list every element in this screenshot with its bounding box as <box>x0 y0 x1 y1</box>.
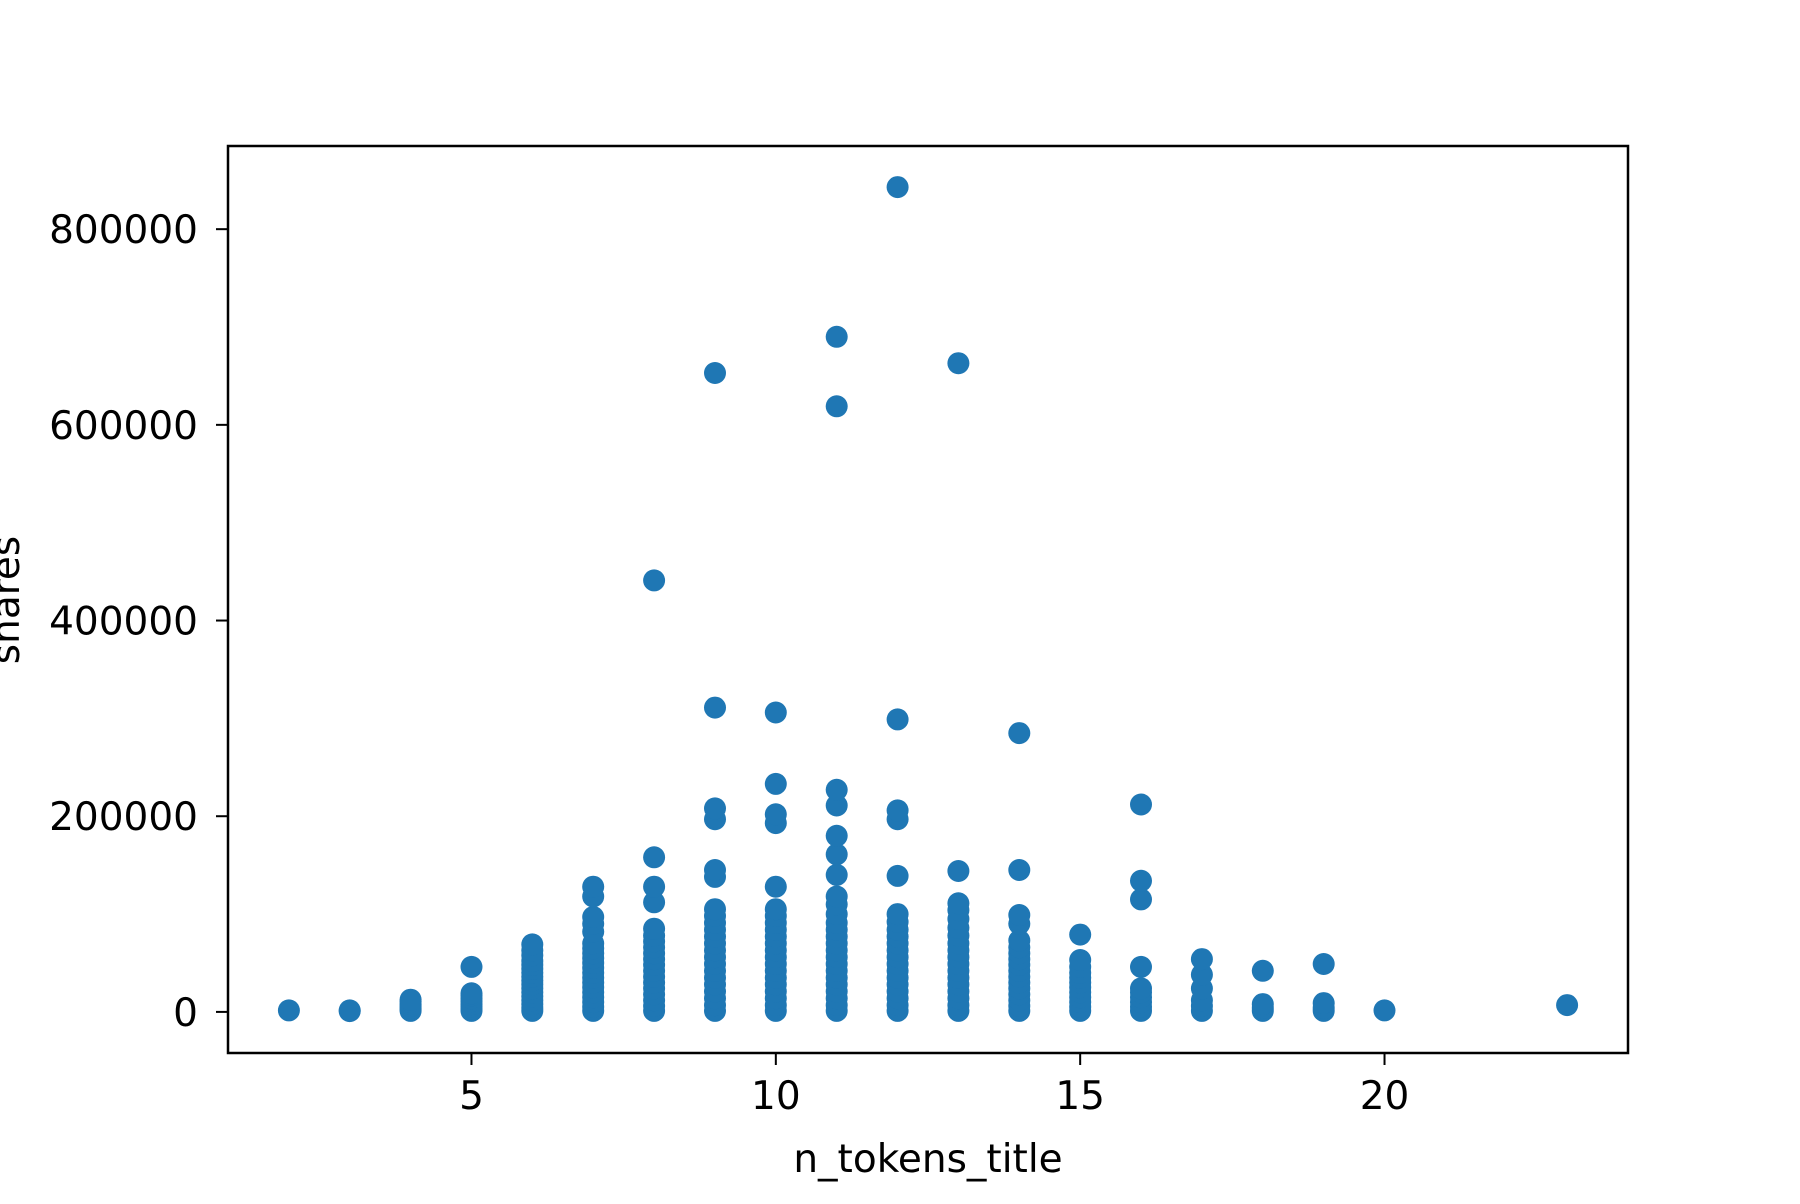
scatter-point <box>886 903 909 926</box>
scatter-point <box>1190 948 1213 971</box>
scatter-point <box>764 803 787 826</box>
x-tick-label: 20 <box>1360 1074 1410 1119</box>
scatter-point <box>1556 994 1579 1017</box>
scatter-point <box>1130 888 1152 911</box>
y-axis-label: shares <box>0 536 29 664</box>
scatter-point <box>886 708 909 731</box>
scatter-point <box>947 860 970 882</box>
scatter-point <box>764 875 787 898</box>
x-tick-label: 15 <box>1055 1074 1105 1119</box>
scatter-point <box>643 846 666 869</box>
scatter-point <box>825 794 848 817</box>
scatter-point <box>1373 999 1396 1022</box>
scatter-point <box>825 824 848 847</box>
scatter-point <box>1008 722 1031 745</box>
scatter-point <box>1130 977 1152 1000</box>
scatter-point <box>277 999 300 1022</box>
scatter-point <box>764 772 787 795</box>
scatter-point <box>582 906 605 928</box>
x-tick-label: 10 <box>751 1074 801 1119</box>
scatter-point <box>947 892 970 915</box>
scatter-point <box>521 933 544 956</box>
scatter-point <box>1312 992 1335 1015</box>
scatter-point <box>825 843 848 866</box>
y-tick-label: 800000 <box>49 208 198 253</box>
scatter-point <box>704 797 726 820</box>
scatter-point <box>1130 869 1152 892</box>
scatter-point <box>1069 923 1092 946</box>
y-tick-label: 600000 <box>49 404 198 449</box>
scatter-point <box>460 982 483 1005</box>
scatter-point <box>825 863 848 886</box>
scatter-point <box>1190 963 1213 986</box>
scatter-point <box>1008 904 1031 926</box>
scatter-point <box>1069 949 1092 971</box>
scatter-point <box>1008 859 1031 881</box>
scatter-point <box>764 898 787 921</box>
scatter-point <box>825 778 848 801</box>
scatter-point <box>643 875 666 898</box>
scatter-point <box>1251 993 1274 1016</box>
scatter-point <box>460 955 483 978</box>
scatter-point <box>1251 959 1274 982</box>
scatter-point <box>886 864 909 887</box>
scatter-point <box>1130 955 1152 978</box>
scatter-point <box>704 898 726 921</box>
scatter-point <box>704 859 726 881</box>
scatter-point <box>582 875 605 898</box>
scatter-point <box>886 799 909 822</box>
scatter-point <box>1312 953 1335 975</box>
scatter-point <box>704 362 726 384</box>
scatter-point <box>886 176 909 199</box>
y-axis-ticks: 0 200000 400000 600000 800000 <box>49 208 228 1036</box>
scatter-point <box>1008 929 1031 952</box>
scatter-point <box>1130 793 1152 816</box>
y-tick-label: 0 <box>173 991 198 1036</box>
scatter-point <box>764 701 787 724</box>
x-axis-label: n_tokens_title <box>793 1137 1062 1182</box>
scatter-point <box>947 352 970 375</box>
plot-frame <box>226 144 1630 1055</box>
scatter-point <box>825 325 848 348</box>
y-tick-label: 200000 <box>49 795 198 840</box>
x-axis-ticks: 5 10 15 20 <box>459 1053 1409 1119</box>
scatter-point <box>643 891 666 914</box>
scatter-point <box>338 999 361 1022</box>
scatter-point <box>825 885 848 908</box>
points-layer <box>277 176 1579 1023</box>
y-tick-label: 400000 <box>49 600 198 645</box>
scatter-point <box>399 988 422 1011</box>
scatter-point <box>825 395 848 418</box>
scatter-point <box>704 696 726 719</box>
scatter-point <box>643 569 666 592</box>
x-tick-label: 5 <box>459 1074 484 1119</box>
scatter-point <box>643 917 666 940</box>
